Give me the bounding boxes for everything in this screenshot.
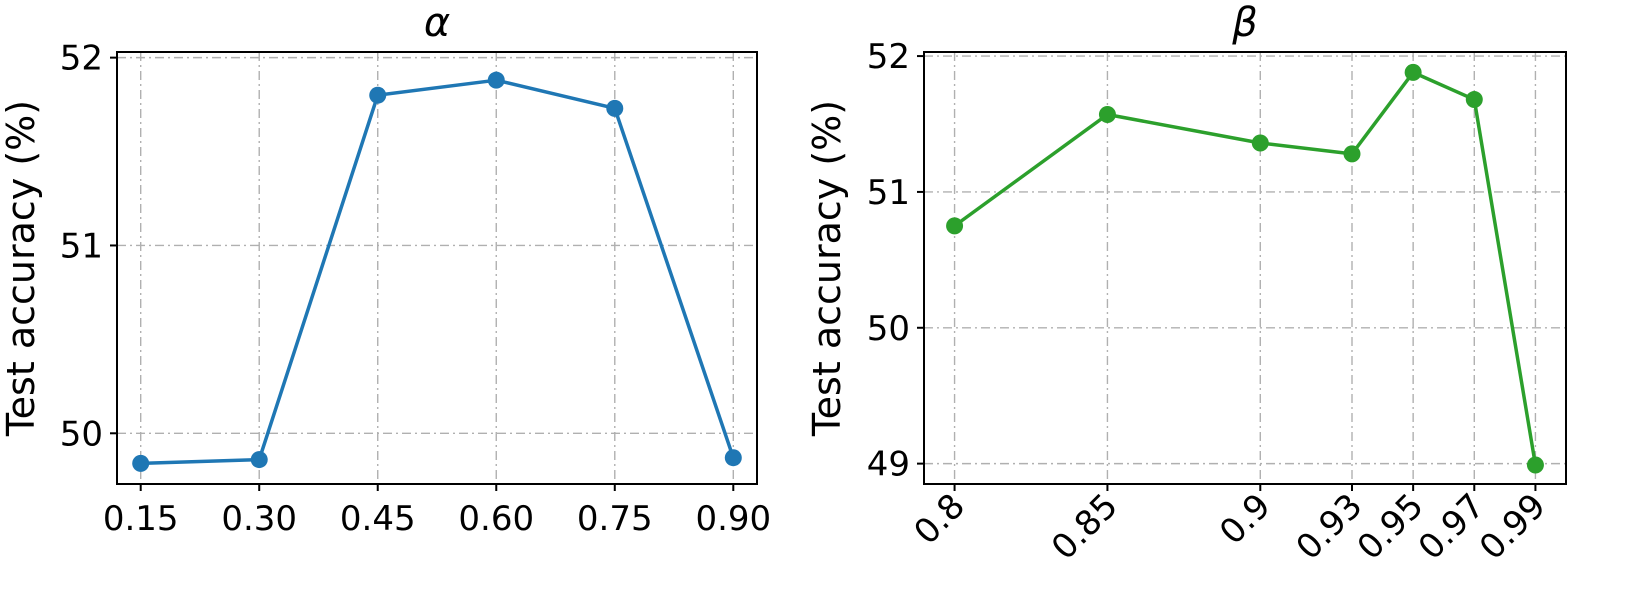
data-point (946, 217, 964, 235)
y-axis-title: Test accuracy (%) (805, 100, 849, 437)
grid (117, 52, 757, 484)
x-tick-label: 0.60 (458, 499, 534, 539)
x-tick-label: 0.99 (1472, 486, 1554, 568)
x-tick-label: 0.30 (221, 499, 297, 539)
y-tick-label: 51 (867, 173, 910, 213)
y-tick-label: 52 (867, 37, 910, 77)
data-point (1098, 105, 1116, 123)
plot-frame (116, 51, 758, 485)
chart-alpha: α Test accuracy (%) 0.15 0.30 0.45 0.60 0.75… (0, 0, 771, 539)
y-tick-label: 49 (867, 445, 910, 485)
plot-frame (923, 51, 1567, 485)
data-point (132, 454, 150, 472)
y-tick-label: 51 (60, 226, 103, 266)
x-tick-label: 0.93 (1289, 486, 1371, 568)
y-tick-label: 50 (60, 414, 103, 454)
y-tick-label: 50 (867, 309, 910, 349)
x-tick-label: 0.85 (1044, 486, 1126, 568)
x-tick-label: 0.9 (1212, 486, 1279, 553)
x-tick-label: 0.15 (103, 499, 179, 539)
data-point (369, 86, 387, 104)
data-point (1404, 63, 1422, 81)
y-tick-label: 52 (60, 39, 103, 79)
x-tick-label: 0.97 (1411, 486, 1493, 568)
data-point (1526, 456, 1544, 474)
grid (924, 52, 1566, 484)
x-tick-label: 0.45 (340, 499, 416, 539)
data-point (1343, 145, 1361, 163)
data-point (487, 71, 505, 89)
x-tick-label: 0.75 (577, 499, 653, 539)
y-axis-title: Test accuracy (%) (0, 100, 43, 437)
chart-title: α (424, 0, 450, 46)
data-point (250, 451, 268, 469)
series-line (953, 70, 1538, 466)
data-point (606, 99, 624, 117)
chart-beta: β Test accuracy (%) 0.8 0.85 0.9 0.930.950.… (805, 0, 1567, 568)
data-point (724, 449, 742, 467)
x-tick-label: 0.8 (906, 486, 973, 553)
chart-title: β (1231, 0, 1258, 46)
data-point (1251, 134, 1269, 152)
data-point (1465, 91, 1483, 109)
x-tick-label: 0.90 (695, 499, 771, 539)
x-tick-label: 0.95 (1350, 486, 1432, 568)
series-line (140, 78, 735, 466)
